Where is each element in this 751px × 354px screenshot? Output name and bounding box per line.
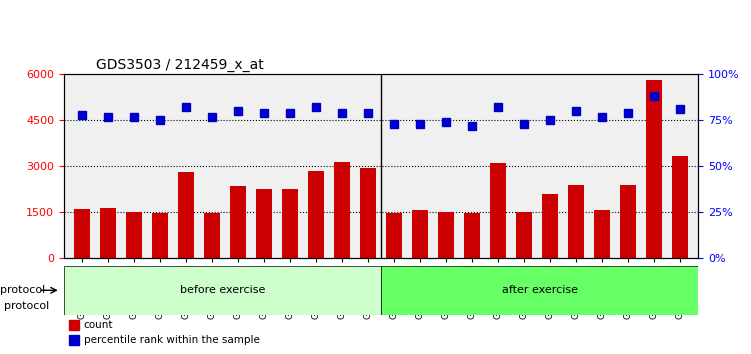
Bar: [594, 210, 610, 258]
Text: protocol: protocol: [0, 285, 45, 295]
Text: before exercise: before exercise: [179, 285, 265, 295]
FancyBboxPatch shape: [381, 266, 698, 315]
Bar: [100, 208, 116, 258]
Bar: [204, 213, 220, 258]
Legend: count, percentile rank within the sample: count, percentile rank within the sample: [69, 320, 260, 346]
Bar: [672, 156, 688, 258]
Bar: [517, 212, 532, 258]
Bar: [178, 172, 194, 258]
Bar: [282, 189, 298, 258]
Bar: [334, 162, 350, 258]
Bar: [464, 213, 480, 258]
Bar: [412, 210, 428, 258]
Text: protocol: protocol: [4, 301, 49, 311]
Bar: [231, 186, 246, 258]
Bar: [256, 189, 272, 258]
Bar: [360, 168, 376, 258]
Bar: [74, 209, 90, 258]
Bar: [386, 213, 402, 258]
Bar: [620, 185, 636, 258]
Bar: [647, 80, 662, 258]
Bar: [490, 163, 506, 258]
Bar: [126, 212, 142, 258]
Text: GDS3503 / 212459_x_at: GDS3503 / 212459_x_at: [95, 58, 264, 72]
Bar: [439, 212, 454, 258]
FancyBboxPatch shape: [64, 266, 381, 315]
Text: after exercise: after exercise: [502, 285, 578, 295]
Bar: [309, 171, 324, 258]
Bar: [569, 185, 584, 258]
Bar: [542, 194, 558, 258]
Bar: [152, 213, 168, 258]
